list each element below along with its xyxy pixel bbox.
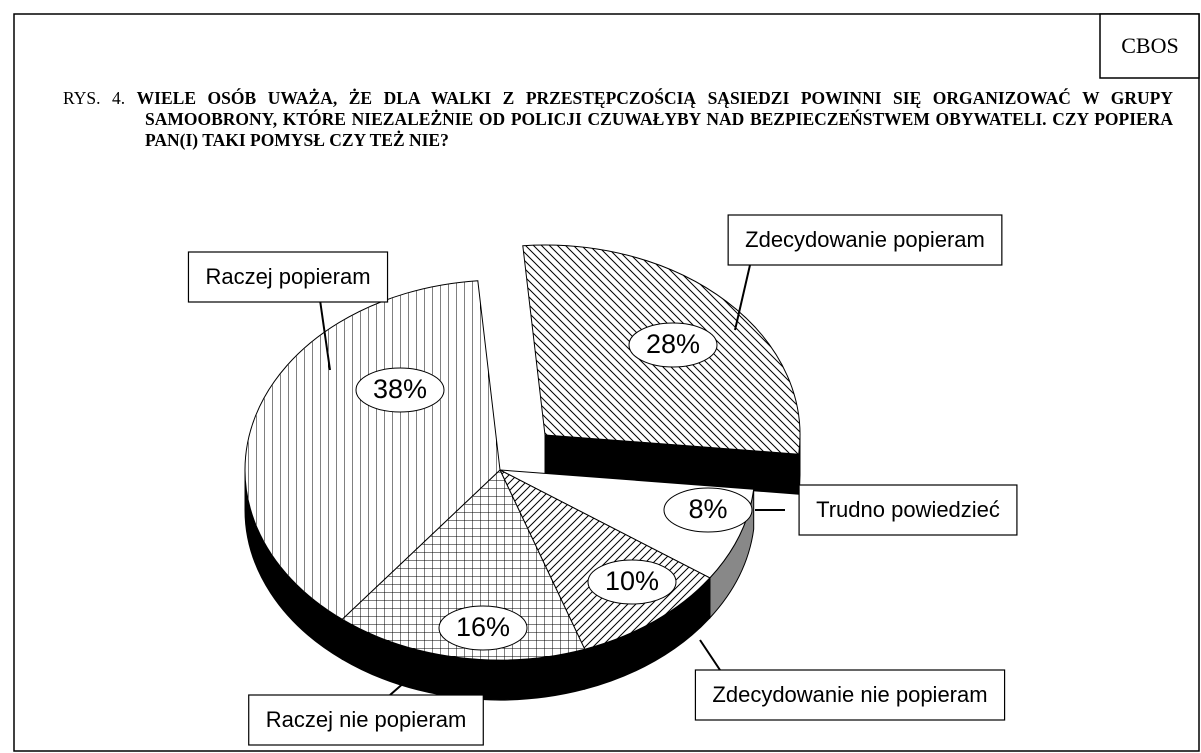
corner-box	[1099, 13, 1200, 79]
slice	[341, 469, 586, 661]
value-label-bg	[663, 487, 753, 533]
value-label: 16%	[456, 612, 510, 642]
value-label: 28%	[646, 329, 700, 359]
legend-box	[248, 694, 484, 746]
legend-box	[187, 251, 389, 303]
legend-label: Zdecydowanie nie popieram	[712, 682, 987, 707]
label-arrow	[699, 639, 721, 671]
legend-label: Raczej nie popieram	[266, 707, 467, 732]
value-label-bg	[438, 605, 528, 651]
slice	[244, 280, 501, 620]
value-label-bg	[587, 559, 677, 605]
value-label: 38%	[373, 374, 427, 404]
legend-box	[694, 669, 1006, 721]
slice	[498, 468, 711, 650]
legend-box	[727, 214, 1003, 266]
figure-label: RYS. 4.	[63, 88, 126, 108]
label-arrow	[319, 299, 331, 371]
value-label-bg	[355, 367, 445, 413]
frame	[13, 13, 1200, 752]
value-label: 10%	[605, 566, 659, 596]
value-label-bg	[628, 322, 718, 368]
legend-label: Raczej popieram	[205, 264, 370, 289]
chart-title: RYS. 4. WIELE OSÓB UWAŻA, ŻE DLA WALKI Z…	[63, 88, 1173, 151]
value-label: 8%	[688, 494, 727, 524]
corner-label: CBOS	[1121, 33, 1178, 58]
label-arrow	[389, 659, 431, 696]
label-arrow	[734, 264, 751, 331]
title-text: WIELE OSÓB UWAŻA, ŻE DLA WALKI Z PRZESTĘ…	[136, 88, 1174, 150]
legend-box	[798, 484, 1018, 536]
legend-label: Trudno powiedzieć	[816, 497, 1000, 522]
legend-label: Zdecydowanie popieram	[745, 227, 985, 252]
